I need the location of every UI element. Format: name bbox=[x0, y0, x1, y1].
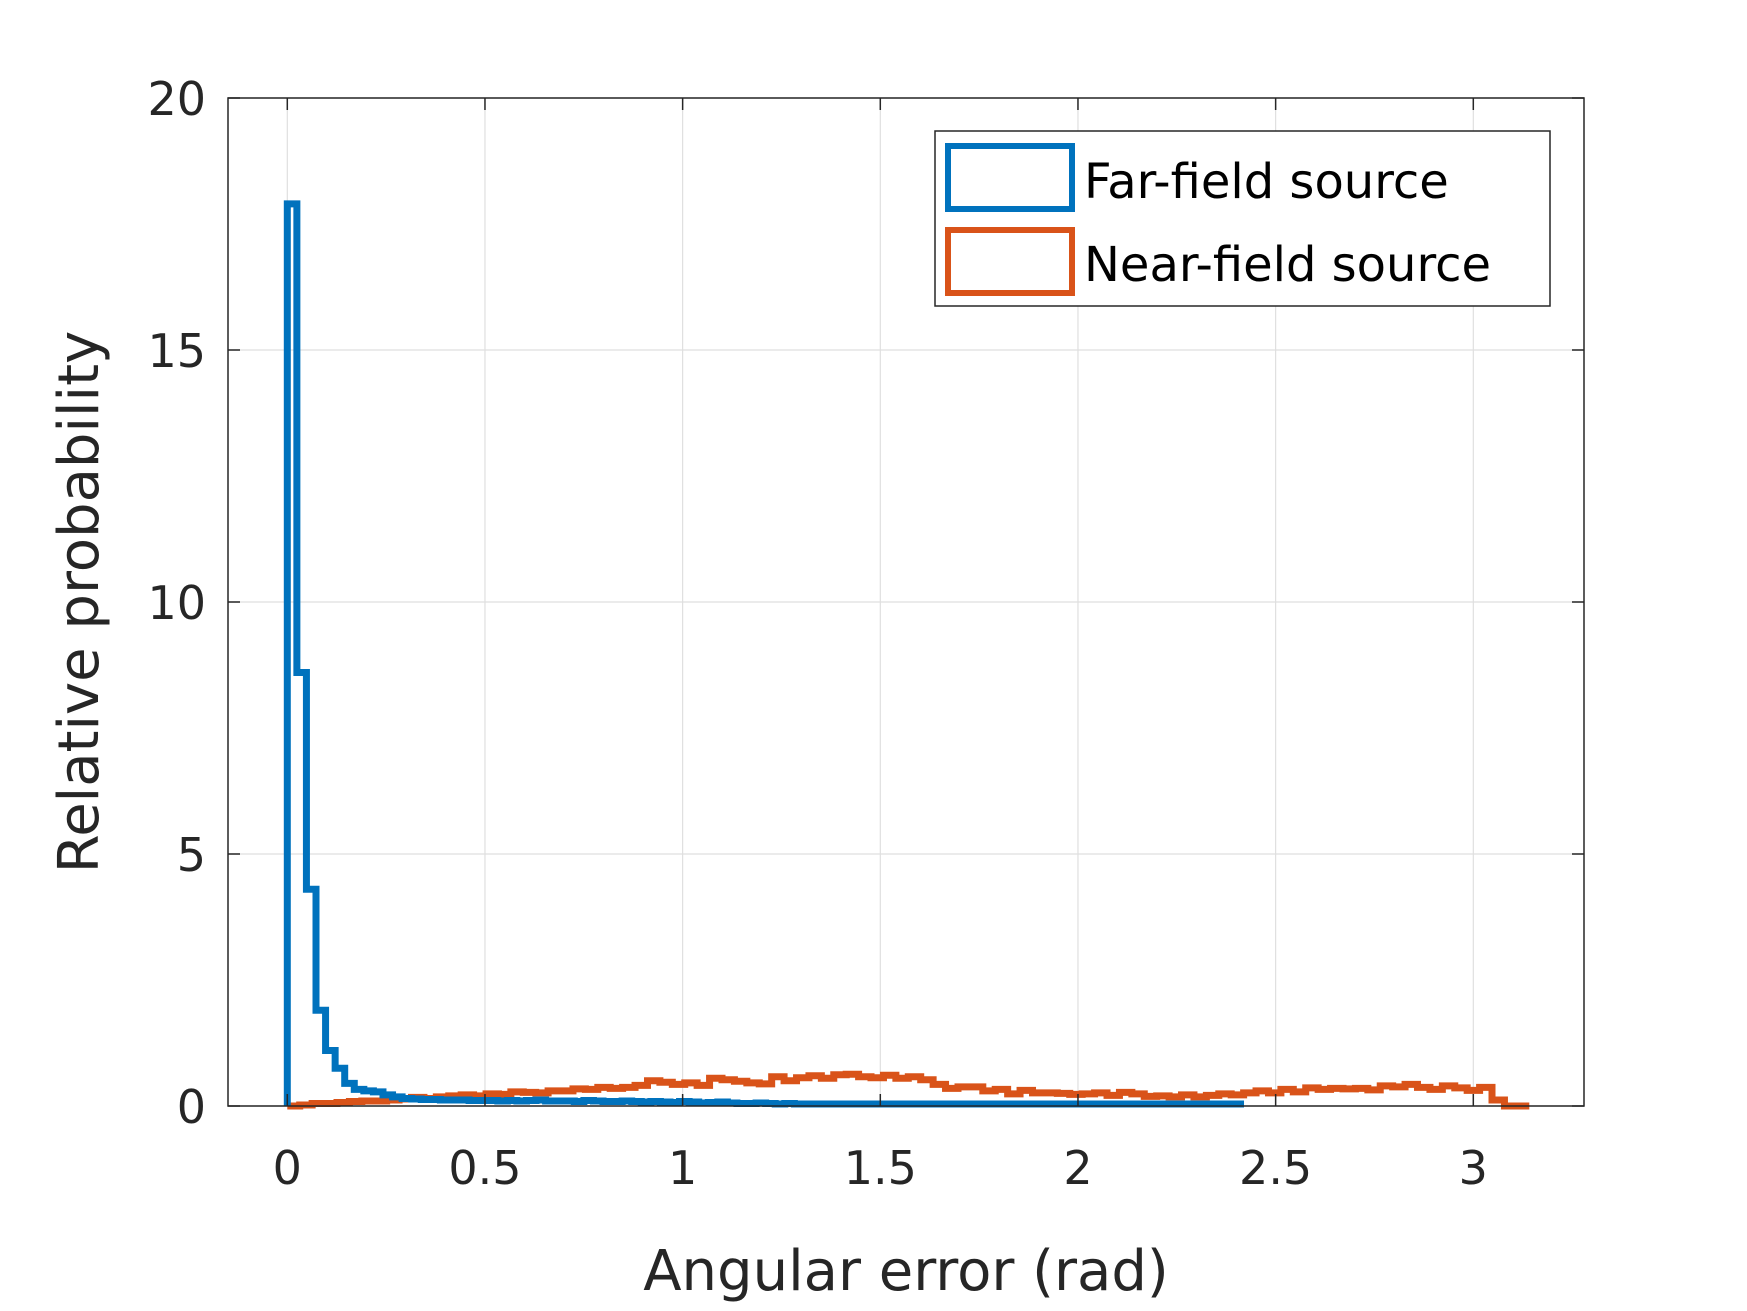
series-layer bbox=[283, 200, 1530, 1110]
y-tick-label: 20 bbox=[147, 72, 206, 126]
histogram-series-far-field-source bbox=[283, 200, 1245, 1108]
legend-box bbox=[934, 130, 1551, 307]
x-tick-label: 0.5 bbox=[448, 1141, 521, 1195]
legend: Far-field source Near-field source bbox=[934, 130, 1551, 307]
x-tick-label: 1.5 bbox=[844, 1141, 917, 1195]
tick-labels: 0 0.5 1 1.5 2 2.5 3 0 5 10 15 20 bbox=[147, 72, 1487, 1195]
x-tick-label: 2 bbox=[1063, 1141, 1092, 1195]
legend-swatch-near-field bbox=[945, 227, 1075, 296]
y-tick-label: 15 bbox=[147, 324, 206, 378]
y-tick-label: 5 bbox=[177, 828, 206, 882]
y-axis-label: Relative probability bbox=[47, 331, 112, 873]
y-tick-label: 0 bbox=[177, 1080, 206, 1134]
ticks bbox=[228, 97, 1584, 1107]
x-axis-label: Angular error (rad) bbox=[643, 1239, 1169, 1304]
legend-label-near-field: Near-field source bbox=[1084, 237, 1491, 293]
x-tick-label: 2.5 bbox=[1239, 1141, 1312, 1195]
x-tick-label: 1 bbox=[668, 1141, 697, 1195]
x-tick-label: 0 bbox=[273, 1141, 302, 1195]
y-tick-label: 10 bbox=[147, 576, 206, 630]
legend-swatch-far-field bbox=[945, 143, 1075, 212]
legend-label-far-field: Far-field source bbox=[1084, 154, 1449, 210]
histogram-series-near-field-source bbox=[287, 1070, 1530, 1110]
x-tick-label: 3 bbox=[1459, 1141, 1488, 1195]
